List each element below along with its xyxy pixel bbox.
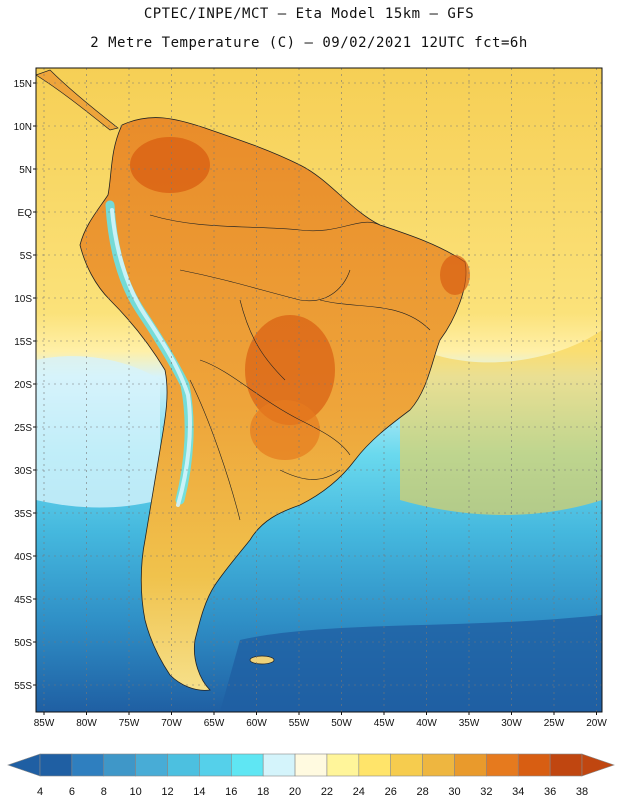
lat-label: 55S [14,681,32,692]
lon-label: 65W [204,718,225,729]
colorbar-swatch [422,753,455,777]
colorbar-swatch [517,753,551,777]
colorbar-swatch [262,753,296,777]
colorbar-swatch [71,753,105,777]
colorbar-label: 24 [353,786,365,798]
colorbar: 4 6 8 10 12 14 16 18 20 22 24 26 28 30 32 34 36 38 [7,753,615,798]
lat-label: 30S [14,466,32,477]
colorbar-swatch [167,753,200,777]
colorbar-label: 32 [480,786,492,798]
temperature-field [36,68,602,712]
lon-label: 45W [374,718,395,729]
lon-label: 70W [161,718,182,729]
colorbar-label: 36 [544,786,556,798]
falklands-land [249,655,275,665]
colorbar-swatch [230,753,264,777]
lon-label: 25W [544,718,565,729]
lat-label: 25S [14,423,32,434]
lon-label: 50W [331,718,352,729]
colorbar-label: 30 [448,786,460,798]
hot-region-paraguay [250,400,320,460]
central-america-land [36,69,119,131]
lat-label: 35S [14,509,32,520]
colorbar-swatch [390,753,423,777]
lat-label: 15N [14,79,32,90]
map-title-line-2: 2 Metre Temperature (C) – 09/02/2021 12U… [90,35,528,51]
hot-region-chaco [245,315,335,425]
colorbar-label: 26 [385,786,397,798]
colorbar-swatch [549,753,583,777]
colorbar-right-arrow [581,753,615,777]
colorbar-label: 12 [161,786,173,798]
lat-label: 10N [14,122,32,133]
lon-label: 85W [34,718,55,729]
lat-label: 40S [14,552,32,563]
colorbar-label: 10 [130,786,142,798]
lon-label: 35W [459,718,480,729]
lat-lon-grid [36,68,602,712]
lon-label: 20W [586,718,607,729]
colorbar-swatch [294,753,328,777]
lat-label: 20S [14,380,32,391]
map-frame [35,67,603,713]
lat-label: 45S [14,595,32,606]
colorbar-label: 8 [101,786,107,798]
lon-label: 55W [289,718,310,729]
colorbar-label: 16 [225,786,237,798]
hot-region-northeast [440,255,470,295]
colorbar-label: 4 [37,786,43,798]
colorbar-swatch [39,753,73,777]
lat-label: 5S [20,251,33,262]
colorbar-swatch [486,753,519,777]
colorbar-swatch [103,753,136,777]
colorbar-label: 18 [257,786,269,798]
lat-label: EQ [18,208,33,219]
lat-label: 10S [14,294,32,305]
lat-label: 15S [14,337,32,348]
lon-label: 30W [501,718,522,729]
lat-label: 5N [19,165,32,176]
colorbar-label: 20 [289,786,301,798]
lon-label: 80W [76,718,97,729]
latitude-labels: 15N 10N 5N EQ 5S 10S 15S 20S 25S 30S 35S 40S 45S 50S 5… [14,79,36,692]
southern-ocean-field [220,615,602,712]
colorbar-label: 14 [193,786,205,798]
colorbar-label: 34 [512,786,524,798]
lon-label: 40W [416,718,437,729]
hot-region-venezuela [130,137,210,193]
colorbar-swatch [135,753,168,777]
colorbar-label: 28 [416,786,428,798]
atlantic-warm-band [400,330,602,515]
colorbar-left-arrow [7,753,41,777]
colorbar-label: 6 [69,786,75,798]
country-borders [149,214,431,521]
longitude-labels: 85W 80W 75W 70W 65W 60W 55W 50W 45W 40W 35W 30W 25W 2… [34,712,607,729]
colorbar-swatch [326,753,360,777]
pacific-cool-patch [36,356,160,508]
map-title-line-1: CPTEC/INPE/MCT – Eta Model 15km – GFS [143,6,475,22]
lat-label: 50S [14,638,32,649]
lon-label: 60W [246,718,267,729]
colorbar-label: 38 [576,786,588,798]
colorbar-label: 22 [321,786,333,798]
colorbar-swatch [454,753,487,777]
colorbar-swatch [358,753,392,777]
colorbar-swatch [199,753,232,777]
lon-label: 75W [119,718,140,729]
